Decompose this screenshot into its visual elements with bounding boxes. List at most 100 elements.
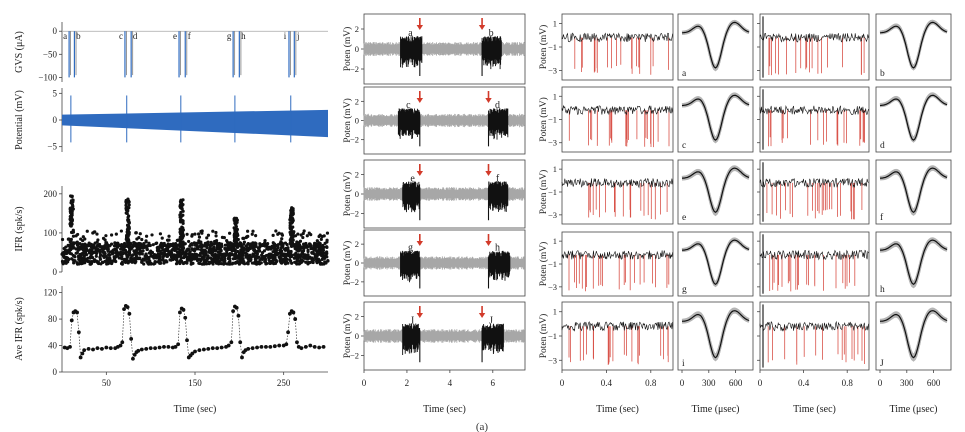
ave-ifr-point <box>193 349 197 354</box>
ifr-point <box>84 243 88 248</box>
ifr-point <box>178 231 183 235</box>
ifr-point <box>140 252 144 256</box>
trace-burst <box>402 181 421 213</box>
ifr-point <box>83 250 87 254</box>
ifr-point <box>196 232 201 236</box>
ifr-point <box>104 254 108 259</box>
ifr-point <box>193 243 197 247</box>
ifr-point <box>69 237 73 241</box>
sorted-spikes <box>769 254 856 292</box>
ifr-point <box>127 249 131 253</box>
ifr-point <box>185 232 189 236</box>
ifr-point <box>213 252 217 257</box>
ifr-point <box>222 262 226 266</box>
ifr-point <box>95 260 99 264</box>
ifr-point <box>69 201 73 205</box>
ifr-point <box>124 203 128 207</box>
waveform-overlay <box>879 94 948 143</box>
ifr-point <box>138 249 143 254</box>
ifr-point <box>167 234 171 238</box>
ifr-point <box>89 242 93 246</box>
ifr-point <box>132 260 136 264</box>
ifr-point <box>70 206 74 210</box>
ave-ifr-point <box>299 346 304 351</box>
x-tick-label: 150 <box>188 378 202 388</box>
ifr-point <box>217 262 221 266</box>
x-tick-label: 6 <box>491 378 496 388</box>
panel-ave-ifr: 120 80 40 0 50 150 250 Ave IFR (spk/s) Time (sec… <box>14 286 328 415</box>
ifr-point <box>140 237 144 242</box>
ifr-point <box>242 240 246 244</box>
ifr-point <box>231 257 235 261</box>
ifr-point <box>304 254 309 259</box>
ave-ifr-point <box>264 344 268 349</box>
ifr-point <box>127 200 131 204</box>
y-tick-label: 2 <box>355 312 359 322</box>
waveform-letter: e <box>682 213 686 223</box>
gvs-letter: i <box>284 31 287 41</box>
ifr-point <box>125 260 130 264</box>
y-tick-label: 2 <box>355 24 359 34</box>
ifr-point <box>288 226 292 230</box>
ifr-point <box>145 247 149 251</box>
ave-ifr-point <box>190 351 195 356</box>
ifr-point <box>165 245 169 249</box>
ifr-point <box>92 244 96 248</box>
trace-letter-right: J <box>489 315 493 326</box>
ifr-point <box>226 243 230 247</box>
ifr-point <box>319 262 323 266</box>
ifr-point <box>90 251 94 255</box>
ave-ifr-point <box>144 346 149 351</box>
ifr-point <box>165 254 170 258</box>
ifr-point <box>264 253 269 258</box>
gvs-letter: j <box>296 31 300 41</box>
ifr-point <box>280 232 284 236</box>
ifr-point <box>296 232 300 236</box>
wave-frame <box>875 13 952 81</box>
ave-ifr-point <box>125 305 130 310</box>
sorted-spikes <box>768 110 865 147</box>
y-axis-label: Potential (mV) <box>14 90 25 150</box>
wave-frame <box>875 86 952 153</box>
ave-ifr-point <box>176 342 181 347</box>
y-tick-label: 0 <box>355 189 359 199</box>
ifr-point <box>70 218 74 222</box>
ifr-point <box>70 242 74 247</box>
ifr-point <box>135 237 139 241</box>
ifr-point <box>129 258 134 262</box>
trace-burst <box>397 108 421 140</box>
ave-ifr-point <box>255 345 259 350</box>
ave-ifr-point <box>82 348 87 353</box>
trace-burst <box>488 181 509 212</box>
ifr-point <box>245 246 249 250</box>
ifr-point <box>263 244 267 248</box>
x-tick-label: 300 <box>900 378 914 388</box>
y-tick-label: −3 <box>548 355 557 365</box>
gvs-letter: d <box>133 31 138 41</box>
ifr-point <box>197 261 201 265</box>
ifr-point <box>279 248 283 252</box>
ifr-point <box>98 257 103 261</box>
ave-ifr-point <box>86 346 91 351</box>
ifr-point <box>195 246 199 251</box>
trace-letter-left: c <box>406 100 411 111</box>
ifr-point <box>109 233 114 237</box>
ifr-point <box>183 254 187 258</box>
gvs-letter: g <box>227 31 232 41</box>
ifr-point <box>300 252 304 256</box>
waveform-letter: b <box>880 69 885 79</box>
x-tick-label: 300 <box>702 378 716 388</box>
ifr-point <box>149 254 153 258</box>
sorted-spikes <box>568 254 670 292</box>
ave-ifr-point <box>127 311 132 316</box>
x-axis-label: Time (μsec) <box>691 404 739 415</box>
ifr-point <box>82 255 86 259</box>
wave-frame <box>875 159 952 225</box>
ave-ifr-point <box>215 346 220 351</box>
ifr-point <box>307 242 312 246</box>
y-tick-label: −3 <box>548 210 557 220</box>
x-tick-label: 600 <box>729 378 743 388</box>
ave-ifr-point <box>95 346 100 351</box>
